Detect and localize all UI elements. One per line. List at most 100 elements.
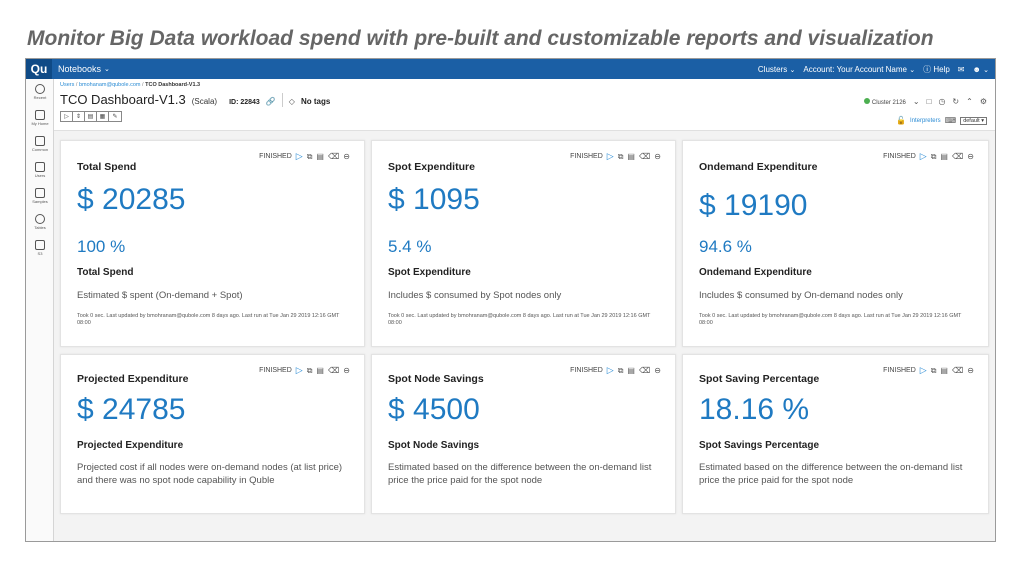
breadcrumb-users[interactable]: Users — [60, 82, 75, 88]
keyboard-icon[interactable]: ⌨ — [944, 116, 957, 125]
run-icon[interactable]: ▷ — [919, 151, 927, 161]
metric-subtitle: Ondemand Expenditure — [699, 267, 812, 278]
sidebar-item-common[interactable]: Common — [26, 131, 54, 157]
book-icon[interactable]: ▤ — [627, 366, 635, 375]
notebooks-menu[interactable]: Notebooks ⌄ — [52, 64, 116, 74]
more-icon[interactable]: ⊖ — [967, 152, 974, 161]
metric-value: $ 1095 — [388, 183, 480, 216]
link-icon[interactable]: 🔗 — [265, 97, 276, 106]
schedule-icon[interactable]: ◷ — [938, 97, 946, 106]
book-icon[interactable]: ▤ — [940, 152, 948, 161]
metric-percent: 5.4 % — [388, 237, 432, 256]
sidebar-item-users[interactable]: Users — [26, 157, 54, 183]
expand-icon[interactable]: ⧉ — [930, 151, 937, 161]
card-spot-expenditure: Spot Expenditure FINISHED ▷ ⧉ ▤ ⌫ ⊖ $ 1095 5.… — [371, 140, 676, 347]
trash-icon[interactable]: ⌫ — [951, 366, 964, 375]
comment-icon[interactable]: □ — [926, 97, 932, 106]
metric-value: $ 4500 — [388, 393, 480, 426]
metric-percent: 94.6 % — [699, 237, 752, 256]
metric-value: $ 19190 — [699, 189, 808, 222]
account-menu[interactable]: Account: Your Account Name ⌄ — [803, 64, 916, 74]
breadcrumb: Users / bmohanam@qubole.com / TCO Dashbo… — [60, 82, 201, 88]
more-icon[interactable]: ⊖ — [343, 152, 350, 161]
metric-description: Estimated $ spent (On-demand + Spot) — [77, 290, 243, 301]
trash-icon[interactable]: ⌫ — [327, 152, 340, 161]
notebook-language: (Scala) — [191, 97, 218, 106]
chevron-down-icon: ⌄ — [909, 66, 916, 74]
interpreters-link[interactable]: Interpreters — [909, 117, 941, 124]
metric-value: 18.16 % — [699, 393, 810, 426]
divider — [281, 92, 283, 107]
more-icon[interactable]: ⊖ — [343, 366, 350, 375]
settings-icon[interactable]: ⚙ — [979, 97, 987, 106]
breadcrumb-user[interactable]: bmohanam@qubole.com — [78, 82, 141, 88]
help-link[interactable]: ⓘ Help — [923, 64, 950, 74]
clock-icon — [35, 84, 45, 94]
book-icon[interactable]: ▤ — [940, 366, 948, 375]
edit-button[interactable]: ✎ — [112, 114, 118, 120]
paragraph-meta: Took 0 sec. Last updated by bmohranam@qu… — [77, 313, 340, 326]
more-icon[interactable]: ⊖ — [967, 366, 974, 375]
interpreter-controls: 🔓 Interpreters ⌨ default ▾ — [896, 116, 987, 125]
book-icon[interactable]: ▤ — [627, 152, 635, 161]
metric-value: $ 24785 — [77, 393, 186, 426]
trash-icon[interactable]: ⌫ — [951, 152, 964, 161]
expand-icon[interactable]: ⧉ — [306, 151, 313, 161]
app-window: Qu Notebooks ⌄ Clusters ⌄ Account: Your … — [25, 58, 996, 542]
book-icon[interactable]: ▤ — [316, 366, 324, 375]
paragraph-status: FINISHED ▷ ⧉ ▤ ⌫ ⊖ — [570, 151, 661, 161]
sidebar-item-tables[interactable]: Tables — [26, 209, 54, 235]
chevron-down-icon: ⌄ — [104, 66, 110, 73]
paragraph-status: FINISHED ▷ ⧉ ▤ ⌫ ⊖ — [883, 365, 974, 375]
run-icon[interactable]: ▷ — [295, 151, 303, 161]
metric-subtitle: Spot Expenditure — [388, 267, 471, 278]
sidebar-item-recent[interactable]: Recent — [26, 79, 54, 105]
expand-icon[interactable]: ⧉ — [617, 151, 624, 161]
clear-output-button[interactable]: ▦ — [97, 112, 109, 121]
paragraph-status: FINISHED ▷ ⧉ ▤ ⌫ ⊖ — [259, 365, 350, 375]
paragraph-status: FINISHED ▷ ⧉ ▤ ⌫ ⊖ — [570, 365, 661, 375]
metric-description: Estimated based on the difference betwee… — [699, 462, 963, 486]
trash-icon[interactable]: ⌫ — [638, 366, 651, 375]
paragraph-status: FINISHED ▷ ⧉ ▤ ⌫ ⊖ — [883, 151, 974, 161]
samples-icon — [35, 188, 45, 198]
toggle-output-button[interactable]: ▤ — [85, 112, 97, 121]
qubole-logo[interactable]: Qu — [26, 59, 52, 79]
metric-description: Includes $ consumed by On-demand nodes o… — [699, 290, 903, 301]
trash-icon[interactable]: ⌫ — [638, 152, 651, 161]
clusters-menu[interactable]: Clusters ⌄ — [757, 64, 796, 74]
toggle-code-button[interactable]: ⇕ — [73, 112, 85, 121]
tag-icon[interactable]: ◇ — [288, 97, 295, 106]
more-icon[interactable]: ⊖ — [654, 152, 661, 161]
sidebar-item-my-home[interactable]: My Home — [26, 105, 54, 131]
cluster-selector[interactable]: Cluster 2126 — [863, 97, 906, 106]
chevron-down-icon: ⌄ — [789, 66, 796, 74]
card-title: Spot Node Savings — [388, 373, 484, 385]
sidebar-item-s3[interactable]: S3 — [26, 235, 54, 261]
book-icon[interactable]: ▤ — [316, 152, 324, 161]
run-icon[interactable]: ▷ — [295, 365, 303, 375]
collapse-icon[interactable]: ⌃ — [966, 97, 973, 106]
card-title: Total Spend — [77, 161, 137, 173]
notebook-tags[interactable]: No tags — [300, 97, 331, 106]
expand-icon[interactable]: ⧉ — [306, 365, 313, 375]
expand-icon[interactable]: ⧉ — [930, 365, 937, 375]
metric-description: Estimated based on the difference betwee… — [388, 462, 652, 486]
more-icon[interactable]: ⊖ — [654, 366, 661, 375]
metric-percent: 100 % — [77, 237, 126, 256]
card-title: Ondemand Expenditure — [699, 161, 818, 173]
run-icon[interactable]: ▷ — [606, 151, 614, 161]
run-icon[interactable]: ▷ — [606, 365, 614, 375]
run-icon[interactable]: ▷ — [919, 365, 927, 375]
expand-icon[interactable]: ⧉ — [617, 365, 624, 375]
card-title: Projected Expenditure — [77, 373, 189, 385]
notifications-icon[interactable]: ✉ — [957, 64, 965, 74]
trash-icon[interactable]: ⌫ — [327, 366, 340, 375]
chevron-down-icon[interactable]: ⌄ — [912, 97, 920, 106]
sidebar-item-samples[interactable]: Samples — [26, 183, 54, 209]
refresh-icon[interactable]: ↻ — [952, 97, 960, 106]
user-menu-icon[interactable]: ☻ ⌄ — [972, 64, 989, 74]
default-select[interactable]: default ▾ — [960, 116, 987, 125]
run-all-button[interactable]: ▷ — [61, 112, 73, 121]
notebook-id: ID: 22843 — [229, 99, 260, 106]
